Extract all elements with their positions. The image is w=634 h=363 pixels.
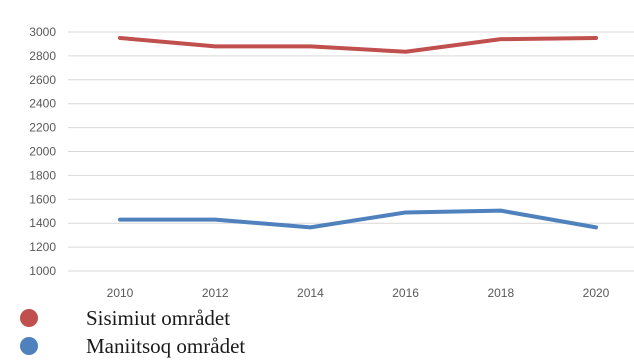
x-tick-label: 2016 [392,286,419,300]
x-tick-label: 2018 [487,286,514,300]
y-tick-label: 1600 [29,192,56,206]
y-tick-label: 2600 [29,73,56,87]
y-tick-label: 3000 [29,25,56,39]
y-tick-label: 2800 [29,49,56,63]
y-axis-ticks: 1000 1200 1400 1600 1800 2000 2200 2400 2600 2800… [29,25,56,278]
series-line-0 [118,35,598,54]
legend-marker-icon [20,337,38,355]
series-line-1 [118,208,598,230]
y-tick-label: 1800 [29,168,56,182]
y-tick-label: 1400 [29,216,56,230]
x-tick-label: 2014 [297,286,324,300]
y-tick-label: 1000 [29,264,56,278]
legend: Sisimiut området Maniitsoq området [14,304,245,360]
legend-item-maniitsoq: Maniitsoq området [14,332,245,360]
legend-marker-icon [20,309,38,327]
line-chart: 1000 1200 1400 1600 1800 2000 2200 2400 2600 2800… [29,25,634,300]
legend-label: Maniitsoq området [86,333,246,358]
x-tick-label: 2010 [107,286,134,300]
x-axis-ticks: 2010 2012 2014 2016 2018 2020 [107,286,610,300]
legend-label: Sisimiut området [86,305,231,330]
y-tick-label: 2000 [29,145,56,159]
grid-lines [68,31,634,272]
legend-item-sisimiut: Sisimiut området [14,304,245,332]
y-tick-label: 1200 [29,240,56,254]
y-tick-label: 2400 [29,97,56,111]
y-tick-label: 2200 [29,121,56,135]
series-lines [118,35,598,230]
x-tick-label: 2012 [202,286,229,300]
x-tick-label: 2020 [583,286,610,300]
